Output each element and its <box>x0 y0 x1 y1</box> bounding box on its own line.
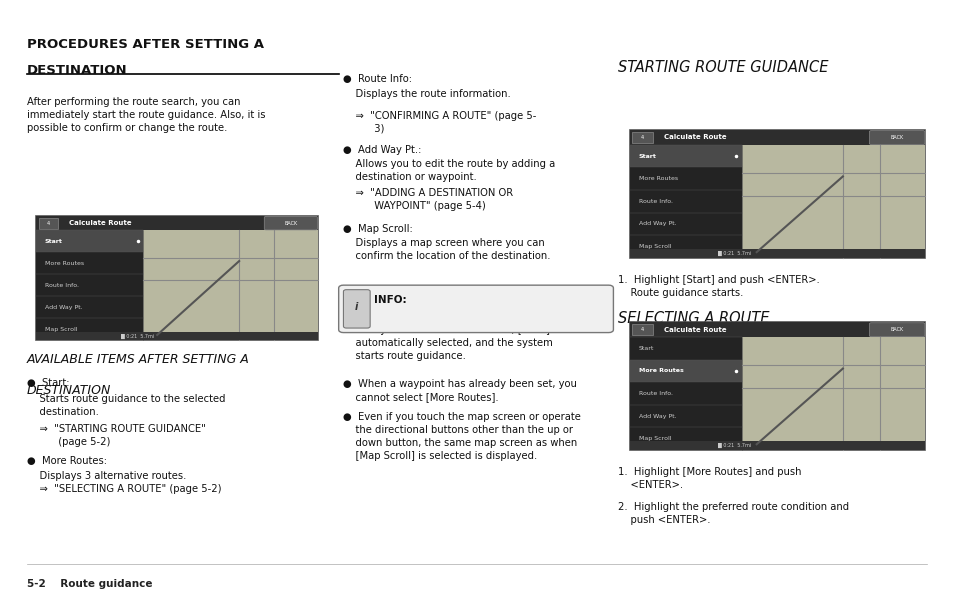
Text: More Routes: More Routes <box>638 368 682 373</box>
Bar <box>629 427 741 450</box>
Bar <box>631 132 652 143</box>
Bar <box>629 213 741 235</box>
Bar <box>629 382 741 405</box>
Text: Add Way Pt.: Add Way Pt. <box>45 305 82 310</box>
Text: 1.  Highlight [More Routes] and push
    <ENTER>.: 1. Highlight [More Routes] and push <ENT… <box>618 467 801 490</box>
Text: ●  When a waypoint has already been set, you
    cannot select [More Routes].: ● When a waypoint has already been set, … <box>343 379 577 402</box>
Text: 4: 4 <box>640 327 643 332</box>
Text: Starts route guidance to the selected
    destination.: Starts route guidance to the selected de… <box>27 394 225 417</box>
FancyBboxPatch shape <box>343 289 370 328</box>
FancyBboxPatch shape <box>338 285 613 333</box>
Bar <box>629 359 741 382</box>
Text: Map Scroll: Map Scroll <box>638 436 670 441</box>
Text: ●  If you have not performed any operations on
    the system for several second: ● If you have not performed any operatio… <box>343 313 581 361</box>
Text: Calculate Route: Calculate Route <box>663 134 725 140</box>
Text: INFO:: INFO: <box>374 295 406 305</box>
Text: Start: Start <box>45 239 63 244</box>
Text: DESTINATION: DESTINATION <box>27 384 111 397</box>
FancyBboxPatch shape <box>264 216 317 230</box>
Text: More Routes: More Routes <box>45 261 84 266</box>
Text: DESTINATION: DESTINATION <box>27 64 127 77</box>
Text: Displays 3 alternative routes.: Displays 3 alternative routes. <box>27 471 186 480</box>
Text: Displays the route information.: Displays the route information. <box>343 89 511 98</box>
Bar <box>36 216 317 230</box>
Text: ⇒  "ADDING A DESTINATION OR
          WAYPOINT" (page 5-4): ⇒ "ADDING A DESTINATION OR WAYPOINT" (pa… <box>343 188 513 212</box>
Text: ⇒  "SELECTING A ROUTE" (page 5-2): ⇒ "SELECTING A ROUTE" (page 5-2) <box>27 484 221 494</box>
Text: Allows you to edit the route by adding a
    destination or waypoint.: Allows you to edit the route by adding a… <box>343 159 555 182</box>
Text: Add Way Pt.: Add Way Pt. <box>638 413 676 418</box>
Text: ●  More Routes:: ● More Routes: <box>27 456 107 466</box>
Bar <box>629 249 924 258</box>
Text: More Routes: More Routes <box>638 176 677 181</box>
Text: BACK: BACK <box>889 327 902 332</box>
Bar <box>36 230 143 252</box>
Text: BACK: BACK <box>889 135 902 140</box>
Bar <box>741 145 924 258</box>
Text: 5-2    Route guidance: 5-2 Route guidance <box>27 579 152 589</box>
Bar <box>629 235 741 258</box>
Bar <box>36 216 317 340</box>
Bar <box>741 337 924 450</box>
Text: After performing the route search, you can
immediately start the route guidance.: After performing the route search, you c… <box>27 97 265 133</box>
Text: Route Info.: Route Info. <box>45 283 79 288</box>
Text: █ 0:21  5.7mi: █ 0:21 5.7mi <box>120 334 153 339</box>
Text: 1.  Highlight [Start] and push <ENTER>.
    Route guidance starts.: 1. Highlight [Start] and push <ENTER>. R… <box>618 275 819 298</box>
Text: STARTING ROUTE GUIDANCE: STARTING ROUTE GUIDANCE <box>618 60 828 75</box>
Text: Route Info.: Route Info. <box>638 199 672 204</box>
Bar <box>629 405 741 427</box>
Text: 4: 4 <box>47 221 50 226</box>
Text: ⇒  "CONFIRMING A ROUTE" (page 5-
          3): ⇒ "CONFIRMING A ROUTE" (page 5- 3) <box>343 111 537 134</box>
FancyBboxPatch shape <box>868 323 924 337</box>
Text: i: i <box>355 302 358 312</box>
Text: PROCEDURES AFTER SETTING A: PROCEDURES AFTER SETTING A <box>27 38 263 50</box>
Bar <box>629 441 924 450</box>
Bar <box>36 319 143 340</box>
Text: Start: Start <box>638 154 656 159</box>
Text: BACK: BACK <box>284 221 297 226</box>
Text: ●  Start:: ● Start: <box>27 378 70 388</box>
Text: ●  Add Way Pt.:: ● Add Way Pt.: <box>343 145 421 154</box>
Text: ⇒  "STARTING ROUTE GUIDANCE"
          (page 5-2): ⇒ "STARTING ROUTE GUIDANCE" (page 5-2) <box>27 424 206 447</box>
Bar <box>629 130 924 258</box>
Text: █ 0:21  5.7mi: █ 0:21 5.7mi <box>718 250 751 256</box>
Text: Start: Start <box>638 346 654 351</box>
Bar <box>38 218 58 229</box>
Bar <box>36 274 143 296</box>
Bar <box>629 337 741 359</box>
Text: Map Scroll: Map Scroll <box>45 327 77 332</box>
Text: 4: 4 <box>640 135 643 140</box>
Bar <box>629 322 924 337</box>
Text: ●  Even if you touch the map screen or operate
    the directional buttons other: ● Even if you touch the map screen or op… <box>343 412 580 461</box>
Text: AVAILABLE ITEMS AFTER SETTING A: AVAILABLE ITEMS AFTER SETTING A <box>27 353 249 365</box>
FancyBboxPatch shape <box>868 131 924 145</box>
Text: Calculate Route: Calculate Route <box>69 220 132 226</box>
Text: 2.  Highlight the preferred route condition and
    push <ENTER>.: 2. Highlight the preferred route conditi… <box>618 502 848 525</box>
Text: SELECTING A ROUTE: SELECTING A ROUTE <box>618 311 769 326</box>
Bar <box>629 145 741 167</box>
Bar <box>629 322 924 450</box>
Text: Map Scroll: Map Scroll <box>638 244 670 249</box>
Text: Route Info.: Route Info. <box>638 391 672 396</box>
Text: ●  Route Info:: ● Route Info: <box>343 74 412 84</box>
Text: █ 0:21  5.7mi: █ 0:21 5.7mi <box>718 443 751 448</box>
Bar <box>629 130 924 145</box>
Bar <box>36 296 143 319</box>
Bar <box>36 252 143 274</box>
Bar <box>36 332 317 340</box>
Bar <box>143 230 317 340</box>
Text: Displays a map screen where you can
    confirm the location of the destination.: Displays a map screen where you can conf… <box>343 238 551 261</box>
Bar <box>631 324 652 336</box>
Bar <box>629 190 741 213</box>
Text: Add Way Pt.: Add Way Pt. <box>638 221 676 226</box>
Text: ●  Map Scroll:: ● Map Scroll: <box>343 224 413 233</box>
Text: Calculate Route: Calculate Route <box>663 326 725 333</box>
Bar <box>629 167 741 190</box>
